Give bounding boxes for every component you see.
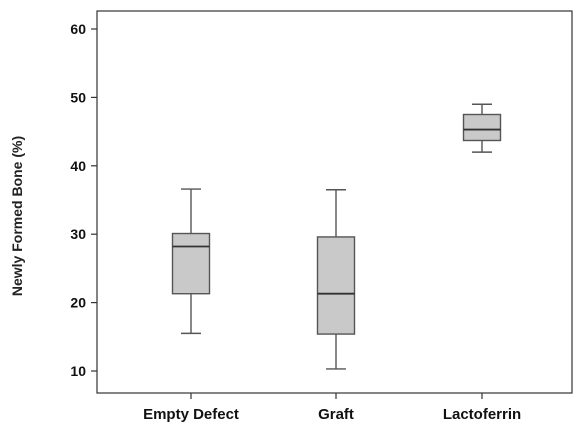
y-tick-label: 60 (70, 21, 86, 37)
y-tick-label: 30 (70, 226, 86, 242)
y-tick-label: 20 (70, 295, 86, 311)
y-axis-title: Newly Formed Bone (%) (9, 136, 25, 296)
iqr-box (462, 113, 502, 142)
box-graft (316, 189, 356, 370)
y-tick-label: 40 (70, 158, 86, 174)
box-lactoferrin (462, 103, 502, 153)
x-category-label: Graft (318, 406, 354, 423)
iqr-box (316, 236, 356, 335)
box-empty-defect (171, 188, 211, 335)
y-tick-label: 10 (70, 363, 86, 379)
plot-frame (96, 10, 573, 394)
y-tick-label: 50 (70, 89, 86, 105)
x-category-label: Lactoferrin (443, 406, 521, 423)
iqr-box (171, 232, 211, 295)
x-category-label: Empty Defect (143, 406, 239, 423)
